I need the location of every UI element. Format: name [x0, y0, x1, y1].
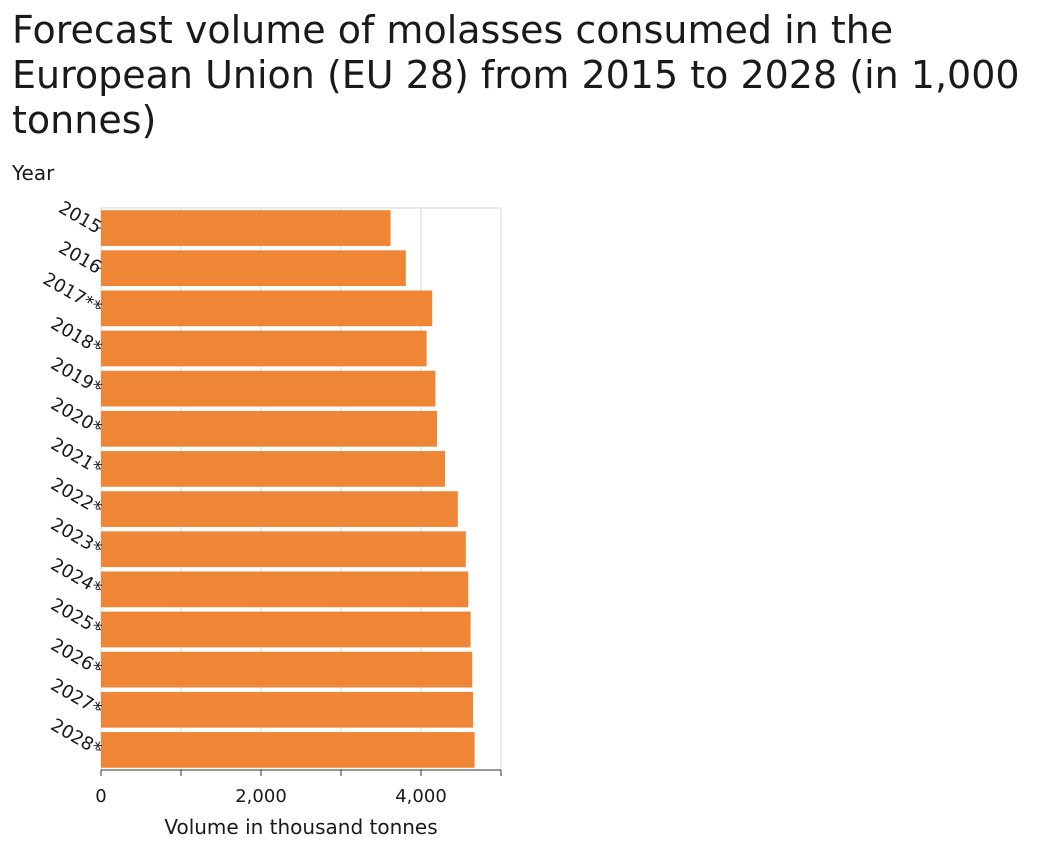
bar [101, 410, 437, 447]
bar [101, 651, 473, 688]
y-axis-label: Year [11, 161, 55, 185]
bar [101, 451, 445, 487]
bar [101, 250, 406, 287]
y-tick-label: 2024* [47, 554, 105, 600]
chart-title: Forecast volume of molasses consumed in … [12, 8, 1020, 142]
x-tick-label: 4,000 [395, 786, 447, 807]
bar [101, 732, 475, 768]
y-tick-label: 2015 [55, 197, 105, 238]
bar [101, 691, 473, 728]
bar [101, 491, 458, 527]
bar [101, 531, 466, 568]
y-tick-label: 2023* [47, 514, 105, 560]
y-tick-label: 2025* [47, 594, 105, 640]
bar [101, 611, 471, 648]
y-tick-label: 2021* [47, 434, 105, 480]
y-tick-label: 2016 [55, 237, 105, 278]
x-tick-label: 0 [95, 786, 106, 807]
y-tick-label: 2027* [47, 675, 105, 721]
y-tick-label: 2026* [47, 634, 105, 680]
bars [101, 210, 475, 768]
x-axis-label: Volume in thousand tonnes [164, 815, 437, 839]
bar [101, 290, 433, 327]
bar [101, 210, 391, 246]
y-tick-label: 2028* [47, 715, 105, 761]
y-tick-label: 2019* [47, 353, 105, 399]
bar [101, 571, 469, 608]
y-tick-label: 2020* [47, 394, 105, 440]
bar [101, 370, 436, 407]
y-tick-label: 2018* [47, 313, 105, 359]
bar [101, 330, 427, 367]
y-tick-label: 2022* [47, 474, 105, 520]
x-tick-label: 2,000 [235, 786, 287, 807]
